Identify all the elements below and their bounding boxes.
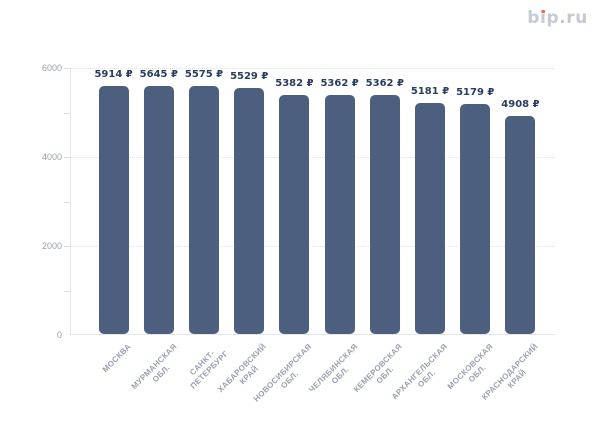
logo-text-before-i: b [527, 8, 541, 28]
bar-value-label: 5179 ₽ [456, 87, 495, 98]
bar [505, 116, 536, 334]
y-axis-tick [64, 68, 70, 69]
bar [460, 104, 491, 334]
bar-group-САНКТ-ПЕТЕРБУРГ: 5575 ₽ САНКТ- ПЕТЕРБУРГ [181, 68, 230, 390]
bars: 5914 ₽ МОСКВА 5645 ₽ МУРМАНСКАЯ ОБЛ. 5575 ₽ С… [71, 68, 555, 404]
bar-group-МОСКОВСКАЯ ОБЛ.: 5179 ₽ МОСКОВСКАЯ ОБЛ. [445, 68, 498, 391]
bar-group-КЕМЕРОВСКАЯ ОБЛ.: 5362 ₽ КЕМЕРОВСКАЯ ОБЛ. [352, 68, 407, 394]
bar [369, 95, 400, 334]
y-axis-tick [64, 246, 70, 247]
bar-value-label: 4908 ₽ [501, 99, 540, 110]
bar-value-label: 5645 ₽ [139, 69, 178, 80]
bar-value-label: 5914 ₽ [94, 69, 133, 80]
bar-value-label: 5362 ₽ [365, 78, 404, 89]
bar [279, 95, 310, 334]
logo-letter-i: ı [540, 8, 547, 28]
bar [324, 95, 355, 334]
bar-group-НОВОСИБИРСКАЯ ОБЛ.: 5382 ₽ НОВОСИБИРСКАЯ ОБЛ. [252, 68, 317, 404]
y-axis-label-6000: 6000 [41, 63, 62, 73]
bar-value-label: 5382 ₽ [275, 78, 314, 89]
bar-value-label: 5575 ₽ [184, 69, 224, 80]
logo-text-after-i: p.ru [546, 8, 588, 28]
y-axis-label-2000: 2000 [41, 241, 62, 251]
bar [415, 103, 446, 334]
bip-ru-logo[interactable]: bı p.ru [527, 8, 588, 28]
y-axis-tick [64, 201, 70, 203]
bar-group-МОСКВА: 5914 ₽ МОСКВА [91, 68, 136, 374]
bar-value-label: 5181 ₽ [410, 86, 450, 97]
plot-area: 5914 ₽ МОСКВА 5645 ₽ МУРМАНСКАЯ ОБЛ. 5575 ₽ С… [70, 68, 555, 404]
bar-group-ХАБАРОВСКИЙ КРАЙ: 5529 ₽ ХАБАРОВСКИЙ КРАЙ [216, 68, 272, 394]
bar-group-АРХАНГЕЛЬСКАЯ ОБЛ.: 5181 ₽ АРХАНГЕЛЬСКАЯ ОБЛ. [390, 68, 452, 401]
bar-value-label: 5362 ₽ [320, 78, 359, 89]
gridline-2000 [71, 246, 555, 247]
bar-value-label: 5529 ₽ [230, 71, 269, 82]
bar [189, 86, 219, 334]
y-axis-tick [64, 157, 70, 158]
bar-group-ЧЕЛЯБИНСКАЯ ОБЛ.: 5362 ₽ ЧЕЛЯБИНСКАЯ ОБЛ. [307, 68, 362, 394]
x-axis-label: МУРМАНСКАЯ ОБЛ. [129, 342, 179, 391]
bar [143, 86, 174, 334]
bar [98, 86, 129, 334]
bar-group-МУРМАНСКАЯ ОБЛ.: 5645 ₽ МУРМАНСКАЯ ОБЛ. [129, 68, 181, 391]
x-axis-label: МОСКВА [100, 342, 133, 375]
y-axis-tick [64, 112, 70, 114]
y-axis-tick [64, 290, 70, 292]
y-axis-label-4000: 4000 [41, 152, 62, 162]
bar-group-КРАСНОДАРСКИЙ КРАЙ: 4908 ₽ КРАСНОДАРСКИЙ КРАЙ [480, 68, 543, 402]
y-axis-label-0: 0 [56, 330, 62, 340]
gridline-4000 [71, 157, 555, 158]
bar [234, 88, 265, 334]
gridline-6000 [71, 68, 555, 69]
logo-orange-dot-icon [541, 9, 546, 14]
